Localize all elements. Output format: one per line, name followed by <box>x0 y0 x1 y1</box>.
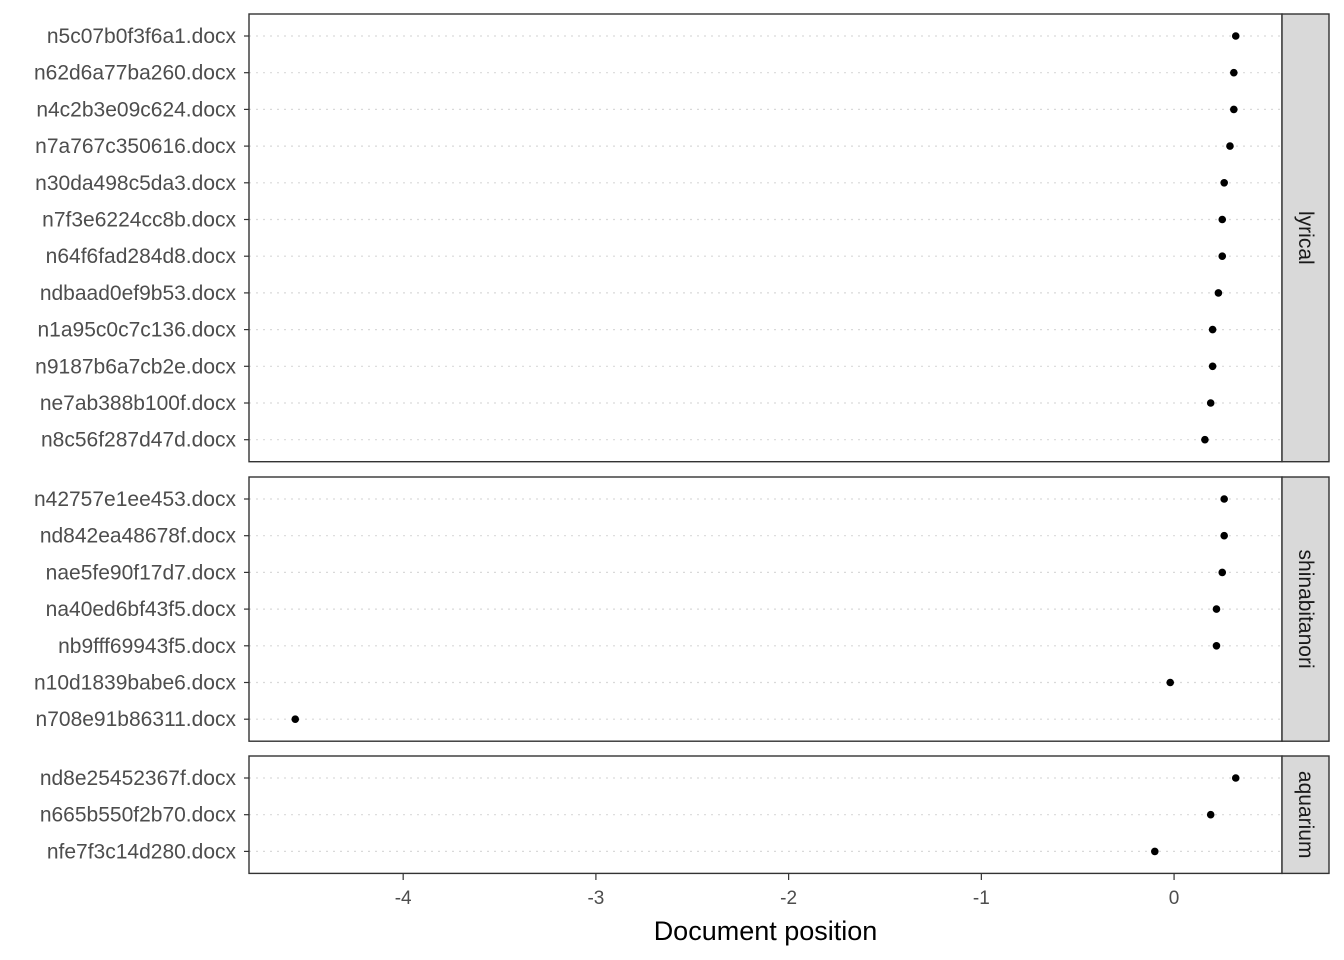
y-tick-label: ne7ab388b100f.docx <box>40 392 237 415</box>
data-point <box>1226 142 1234 150</box>
y-tick-label: n665b550f2b70.docx <box>40 804 237 827</box>
data-point <box>1218 568 1227 577</box>
facet-strip-label: shinabitanori <box>1294 550 1317 669</box>
panel-background <box>249 14 1282 462</box>
data-point <box>1230 105 1238 114</box>
y-tick-label: n5c07b0f3f6a1.docx <box>47 25 237 48</box>
panel-background <box>249 477 1282 742</box>
facet-strip <box>1281 476 1330 742</box>
y-tick-label: na40ed6bf43f5.docx <box>46 598 237 621</box>
y-tick-label: n7f3e6224cc8b.docx <box>42 209 236 232</box>
y-tick-label: n9187b6a7cb2e.docx <box>35 355 236 378</box>
y-tick-label: nd8e25452367f.docx <box>40 767 237 790</box>
data-point <box>1231 32 1240 40</box>
y-tick-label: nfe7f3c14d280.docx <box>47 840 237 863</box>
data-point <box>1220 495 1228 503</box>
facet-panels: n5c07b0f3f6a1.docx n62d6a77ba260.docx n4c2… <box>34 13 1330 875</box>
data-point <box>291 715 300 723</box>
data-point <box>1208 325 1217 334</box>
y-tick-label: n62d6a77ba260.docx <box>34 62 237 85</box>
data-point <box>1214 289 1223 297</box>
y-tick-label: n708e91b86311.docx <box>36 708 237 731</box>
x-tick-label: -4 <box>395 888 412 909</box>
y-tick-label: n8c56f287d47d.docx <box>41 429 236 452</box>
x-axis: -4 -3 -2 -1 0 <box>395 874 1180 909</box>
data-point <box>1220 179 1228 187</box>
data-point <box>1206 810 1215 819</box>
x-axis-title: Document position <box>654 916 878 946</box>
x-tick-label: -1 <box>973 888 990 909</box>
facet-panel-aquarium: nd8e25452367f.docx n665b550f2b70.docx nfe7… <box>40 755 1330 875</box>
facet-strip <box>1281 13 1330 463</box>
y-tick-label: n7a767c350616.docx <box>35 135 236 158</box>
facet-strip <box>1281 755 1330 875</box>
facet-panel-shinabitanori: n42757e1ee453.docx nd842ea48678f.docx nae5… <box>34 476 1330 742</box>
y-tick-label: n42757e1ee453.docx <box>34 488 237 511</box>
data-point <box>1218 215 1227 224</box>
x-tick-label: -3 <box>587 888 604 909</box>
data-point <box>1206 399 1215 407</box>
x-tick-label: 0 <box>1169 888 1180 909</box>
y-tick-label: n30da498c5da3.docx <box>35 172 236 195</box>
y-tick-label: n10d1839babe6.docx <box>34 672 237 695</box>
data-point <box>1201 435 1209 444</box>
data-point <box>1208 362 1217 371</box>
data-point <box>1151 847 1159 856</box>
y-tick-label: n4c2b3e09c624.docx <box>36 98 236 121</box>
data-point <box>1212 605 1221 613</box>
facet-strip-label: lyrical <box>1294 211 1317 265</box>
y-tick-label: nae5fe90f17d7.docx <box>46 561 237 584</box>
data-point <box>1212 642 1221 650</box>
data-point <box>1218 252 1227 260</box>
y-tick-label: n64f6fad284d8.docx <box>46 245 237 268</box>
facet-strip-label: aquarium <box>1294 771 1317 859</box>
x-tick-label: -2 <box>780 888 797 909</box>
y-tick-label: nb9fff69943f5.docx <box>58 635 236 658</box>
data-point <box>1230 68 1238 77</box>
y-tick-label: nd842ea48678f.docx <box>40 525 237 548</box>
data-point <box>1220 531 1228 540</box>
panel-background <box>249 756 1282 874</box>
y-tick-label: ndbaad0ef9b53.docx <box>40 282 237 305</box>
facet-panel-lyrical: n5c07b0f3f6a1.docx n62d6a77ba260.docx n4c2… <box>34 13 1330 463</box>
data-point <box>1231 774 1240 782</box>
y-tick-label: n1a95c0c7c136.docx <box>38 319 237 342</box>
data-point <box>1166 678 1175 687</box>
